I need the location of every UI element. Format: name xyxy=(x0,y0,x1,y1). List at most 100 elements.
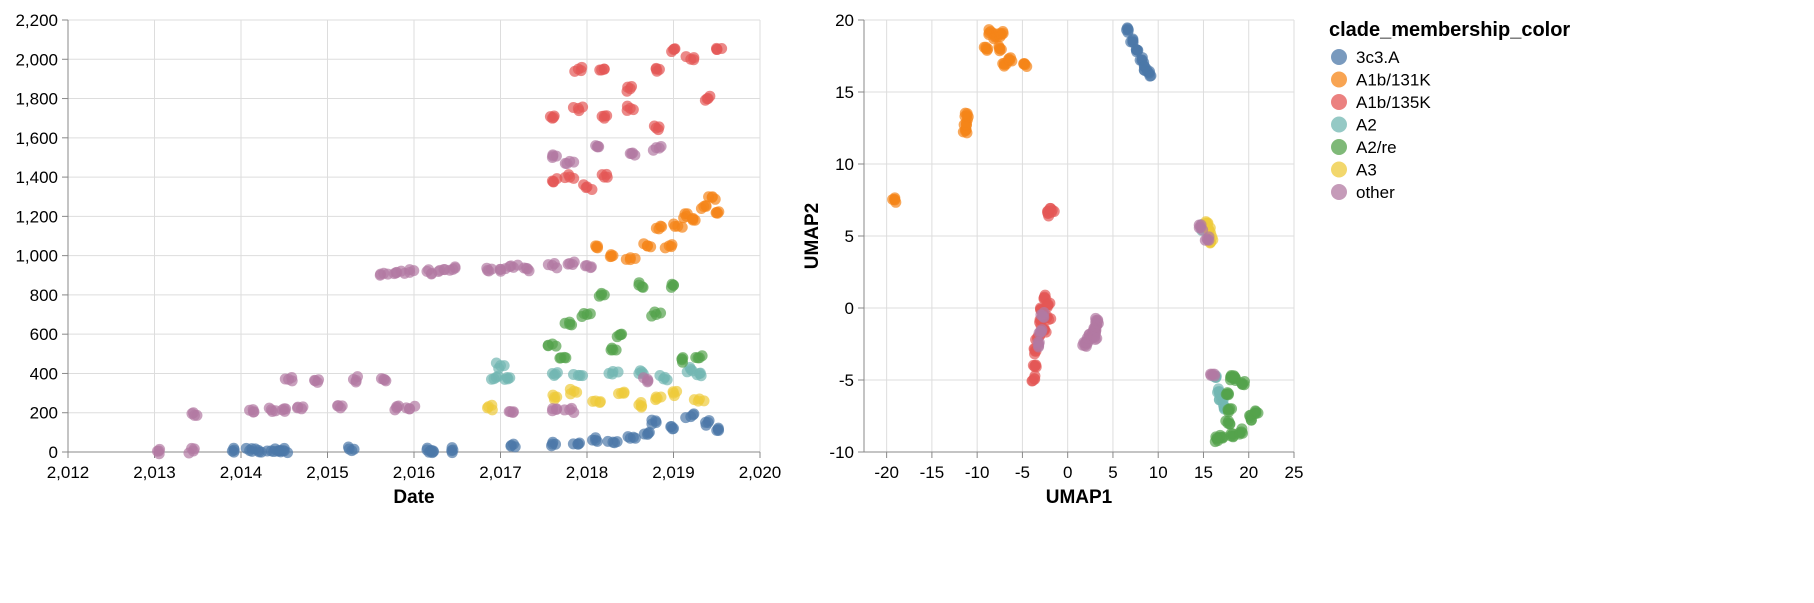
legend-label: other xyxy=(1356,183,1395,202)
data-point xyxy=(1224,418,1236,430)
series-a2-re xyxy=(542,277,708,368)
data-point xyxy=(593,290,605,302)
series-a3 xyxy=(482,383,710,416)
series-3c3-a xyxy=(1121,22,1157,82)
data-point xyxy=(550,340,562,352)
y-tick-label: -5 xyxy=(839,371,854,390)
data-point xyxy=(1222,406,1234,418)
data-point xyxy=(690,352,702,364)
x-tick-label: 2,012 xyxy=(47,463,90,482)
data-point xyxy=(567,368,579,380)
data-point xyxy=(649,306,661,318)
x-tick-label: 20 xyxy=(1239,463,1258,482)
data-point xyxy=(547,403,559,415)
data-point xyxy=(688,408,700,420)
data-point xyxy=(994,27,1006,39)
data-point xyxy=(692,395,704,407)
y-tick-label: 1,000 xyxy=(15,247,58,266)
data-point xyxy=(486,263,498,275)
series-a2 xyxy=(1196,218,1231,415)
series-other xyxy=(151,140,667,460)
data-point xyxy=(1237,427,1249,439)
data-point xyxy=(665,241,677,253)
y-tick-label: 200 xyxy=(30,404,58,423)
data-point xyxy=(186,408,198,420)
legend: clade_membership_color 3c3.A A1b/131K A1b/… xyxy=(1329,19,1570,202)
data-point xyxy=(577,101,589,113)
data-point xyxy=(563,169,575,181)
data-point xyxy=(566,319,578,331)
x-tick-label: 2,018 xyxy=(566,463,609,482)
y-tick-label: 2,200 xyxy=(15,11,58,30)
legend-label: A2/re xyxy=(1356,138,1397,157)
data-point xyxy=(494,263,506,275)
data-point xyxy=(695,203,707,215)
data-point xyxy=(286,372,298,384)
y-tick-label: 400 xyxy=(30,364,58,383)
data-point xyxy=(635,401,647,413)
data-point xyxy=(712,422,724,434)
data-point xyxy=(1027,375,1039,387)
legend-label: A1b/131K xyxy=(1356,71,1431,90)
x-tick-label: 2,020 xyxy=(739,463,782,482)
data-point xyxy=(1035,309,1047,321)
data-point xyxy=(449,261,461,273)
data-point xyxy=(638,372,650,384)
series-a2-re xyxy=(1209,370,1264,448)
data-point xyxy=(522,263,534,275)
x-tick-label: 10 xyxy=(1149,463,1168,482)
date-scatter-panel: 2,012 2,013 2,014 2,015 2,016 2,017 2,018 2,019… xyxy=(15,11,781,508)
legend-swatch xyxy=(1331,116,1347,133)
data-point xyxy=(1208,368,1220,380)
data-point xyxy=(505,439,517,451)
y-tick-label: 15 xyxy=(835,83,854,102)
data-point xyxy=(959,107,971,119)
data-point xyxy=(423,264,435,276)
data-point xyxy=(504,406,516,418)
data-point xyxy=(668,43,680,55)
data-point xyxy=(638,238,650,250)
umap-scatter-panel: -20 -15 -10 -5 0 5 10 15 20 25 -10 -5 0 5 10 15 20 UMAP1 U… xyxy=(802,11,1303,508)
data-point xyxy=(624,252,636,264)
data-point xyxy=(505,260,517,272)
y-axis-title: UMAP2 xyxy=(802,203,823,270)
data-point xyxy=(591,240,603,252)
data-point xyxy=(409,400,421,412)
data-point xyxy=(542,259,554,271)
y-tick-label: 20 xyxy=(835,11,854,30)
legend-swatch xyxy=(1331,139,1347,155)
data-point xyxy=(585,261,597,273)
legend-title: clade_membership_color xyxy=(1329,19,1570,41)
x-tick-label: -10 xyxy=(965,463,990,482)
x-tick-label: 2,014 xyxy=(220,463,263,482)
data-point xyxy=(336,400,348,412)
data-point xyxy=(188,443,200,455)
data-point xyxy=(1090,312,1102,324)
data-point xyxy=(1041,298,1053,310)
data-point xyxy=(650,222,662,234)
data-point xyxy=(650,415,662,427)
data-point xyxy=(611,331,623,343)
data-point xyxy=(711,43,723,55)
data-point xyxy=(1145,70,1157,82)
data-point xyxy=(687,214,699,226)
legend-label: A2 xyxy=(1356,116,1377,135)
data-point xyxy=(549,368,561,380)
data-point xyxy=(483,401,495,413)
x-tick-label: 15 xyxy=(1194,463,1213,482)
data-point xyxy=(490,357,502,369)
data-point xyxy=(626,148,638,160)
data-point xyxy=(691,369,703,381)
x-tick-label: -20 xyxy=(874,463,899,482)
data-point xyxy=(1236,378,1248,390)
data-point xyxy=(667,279,679,291)
data-point xyxy=(547,149,559,161)
data-point xyxy=(1225,430,1237,442)
data-point xyxy=(1130,44,1142,56)
data-point xyxy=(1210,431,1222,443)
data-point xyxy=(276,404,288,416)
data-point xyxy=(668,390,680,402)
data-point xyxy=(681,366,693,378)
data-point xyxy=(559,157,571,169)
data-point xyxy=(710,207,722,219)
